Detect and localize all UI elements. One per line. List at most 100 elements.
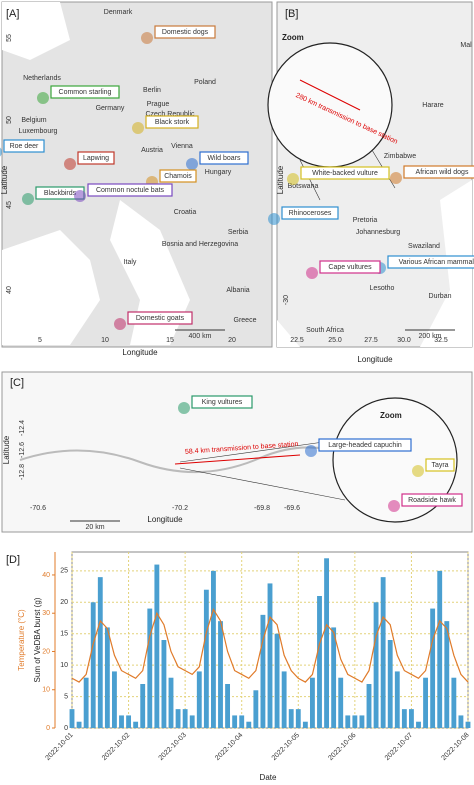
occurrence-cluster	[132, 122, 144, 134]
vedba-bar	[90, 602, 96, 728]
zoom-circle	[332, 397, 458, 523]
y-tick-label: -12.8	[19, 464, 26, 480]
vedba-bar	[309, 677, 315, 728]
scale-label: 200 km	[419, 333, 442, 340]
x-tick-label: 32.5	[434, 337, 448, 344]
vedba-bar	[465, 721, 471, 728]
x-tick-label: 2022-10-07	[384, 732, 414, 762]
vedba-bar	[331, 627, 337, 728]
place-name: Harare	[422, 102, 444, 109]
x-tick-label: -69.8	[254, 505, 270, 512]
place-name: Berlin	[143, 87, 161, 94]
occurrence-cluster	[412, 465, 424, 477]
x-axis-label: Longitude	[357, 355, 393, 364]
place-name: Botswana	[288, 183, 319, 190]
callout-box	[77, 151, 115, 165]
occurrence-cluster	[74, 190, 86, 202]
vedba-bar	[154, 564, 160, 728]
vedba-bar	[430, 608, 436, 728]
y-tick-label: -30	[283, 295, 290, 305]
x-axis-label: Date	[260, 773, 277, 782]
vedba-bar	[366, 684, 372, 728]
y-tick-label: 25	[60, 568, 68, 575]
vedba-bar	[97, 577, 103, 728]
callout-box	[159, 169, 197, 183]
y-tick-label: 55	[6, 34, 13, 42]
vedba-bar	[317, 596, 322, 728]
x-tick-label: 2022-10-04	[214, 732, 244, 762]
callout-box	[281, 206, 339, 220]
vedba-bar	[416, 721, 421, 728]
x-tick-label: 2022-10-01	[44, 732, 74, 762]
y-axis-label: Latitude	[2, 435, 11, 464]
place-name: Prague	[147, 101, 170, 108]
vedba-bar	[126, 715, 132, 728]
callout-box	[403, 165, 474, 179]
label: Wild boars	[207, 155, 241, 162]
vedba-bar	[76, 721, 82, 728]
place-name: Serbia	[228, 229, 248, 236]
place-name: Bosnia and Herzegovina	[162, 241, 238, 248]
y-tick-label: 45	[6, 201, 13, 209]
occurrence-cluster	[0, 147, 2, 157]
zoom-label: Zoom	[282, 33, 304, 42]
vedba-bar	[147, 608, 153, 728]
callout-box	[191, 395, 253, 409]
x-axis-label: Longitude	[122, 348, 158, 357]
y-tick-label: 0	[64, 725, 68, 732]
place-name: Swaziland	[408, 243, 440, 250]
y2-tick-label: 30	[42, 610, 50, 617]
place-name: Vienna	[171, 143, 193, 150]
occurrence-cluster	[287, 173, 299, 185]
occurrence-cluster	[178, 402, 190, 414]
x-axis-label: Longitude	[147, 515, 183, 524]
vedba-bar	[451, 677, 457, 728]
vedba-bar	[345, 715, 351, 728]
y-tick-label: -12.4	[19, 420, 26, 436]
callout-box	[87, 183, 173, 197]
label: Common starling	[59, 89, 112, 96]
x-tick-label: 22.5	[290, 337, 304, 344]
vedba-bar	[401, 709, 407, 728]
place-name: Zimbabwe	[384, 153, 416, 160]
place-name: Mal	[460, 42, 472, 49]
vedba-bar	[380, 577, 386, 728]
y-tick-label: 50	[6, 116, 13, 124]
panel-label: [C]	[10, 377, 24, 389]
label: Various African mammals	[399, 259, 474, 266]
vedba-bar	[288, 709, 294, 728]
y-axis-label: Sum of VeDBA burst (g)	[33, 597, 42, 682]
x-tick-label: 2022-10-03	[158, 732, 188, 762]
vedba-bar	[281, 671, 287, 728]
place-name: Hungary	[205, 169, 232, 176]
scale-label: 20 km	[85, 524, 104, 531]
place-name: Germany	[96, 105, 125, 112]
vedba-bar	[394, 671, 400, 728]
panel-label: [B]	[285, 8, 298, 20]
vedba-bar	[373, 602, 379, 728]
vedba-bar	[253, 690, 259, 728]
occurrence-cluster	[305, 445, 317, 457]
y-tick-label: 40	[6, 286, 13, 294]
x-tick-label: 2022-10-08	[440, 732, 470, 762]
place-name: Belgium	[21, 117, 46, 124]
label: African wild dogs	[416, 169, 469, 176]
y2-tick-label: 20	[42, 648, 50, 655]
label: Blackbirds	[44, 190, 77, 197]
occurrence-cluster	[268, 213, 280, 225]
y-tick-label: 10	[60, 662, 68, 669]
x-tick-label: 25.0	[328, 337, 342, 344]
vedba-bar	[408, 709, 414, 728]
callout-box	[127, 311, 193, 325]
scale-label: 400 km	[189, 333, 212, 340]
x-tick-label: 2022-10-06	[327, 732, 357, 762]
zoom-connector	[179, 439, 346, 501]
transmission-arrow	[174, 454, 301, 465]
occurrence-cluster	[186, 158, 198, 170]
callout-box	[199, 151, 249, 165]
x-tick-label: 30.0	[397, 337, 411, 344]
y-tick-label: 20	[60, 599, 68, 606]
vedba-bar	[225, 684, 231, 728]
vedba-bar	[182, 709, 188, 728]
vedba-bar	[133, 721, 139, 728]
